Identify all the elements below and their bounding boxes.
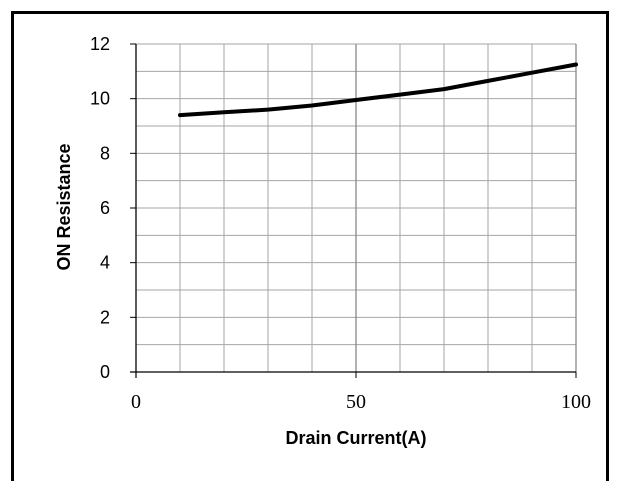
x-tick-label: 100 <box>561 391 591 413</box>
y-tick-label: 4 <box>100 253 110 273</box>
y-tick-label: 6 <box>100 198 110 218</box>
y-tick-label: 8 <box>100 143 110 163</box>
y-tick-labels: 0 2 4 6 8 10 12 <box>90 34 110 382</box>
series-group <box>178 62 578 118</box>
y-tick-label: 0 <box>100 362 110 382</box>
x-tick-labels: 0 50 100 <box>131 391 591 413</box>
chart-frame <box>11 11 609 481</box>
y-tick-label: 10 <box>90 89 110 109</box>
y-tick-label: 2 <box>100 307 110 327</box>
x-tick-label: 50 <box>346 391 366 413</box>
series-line <box>178 62 578 118</box>
grid <box>135 43 577 373</box>
y-tick-label: 12 <box>90 34 110 54</box>
x-axis-title: Drain Current(A) <box>285 428 426 448</box>
y-axis-title: ON Resistance <box>54 143 74 270</box>
axes <box>130 43 577 378</box>
x-tick-label: 0 <box>131 391 141 413</box>
